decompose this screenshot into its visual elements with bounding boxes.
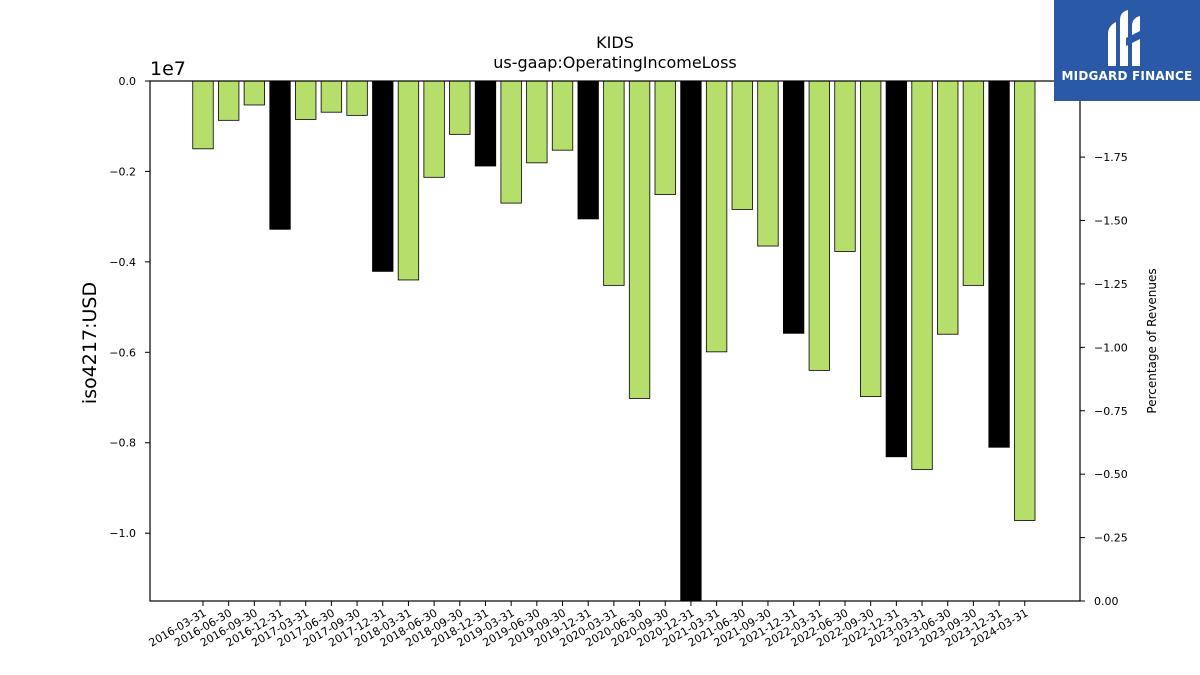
bar-2021-09-30 <box>757 80 779 247</box>
bar-2020-12-31 <box>680 80 702 602</box>
bar-2022-12-31 <box>885 80 908 458</box>
y-tick-label: −0.2 <box>109 165 136 178</box>
bar-2022-09-30 <box>860 80 882 398</box>
chart-subtitle: us-gaap:OperatingIncomeLoss <box>493 53 737 72</box>
bar-2017-06-30 <box>320 80 343 113</box>
y2-tick-label: −0.50 <box>1094 468 1128 481</box>
logo-mark-icon <box>1108 10 1146 66</box>
plot-frame <box>149 80 1081 602</box>
chart-title: KIDS <box>596 33 634 52</box>
y-axis-label: iso4217:USD <box>79 282 101 404</box>
midgard-finance-logo: MIDGARD FINANCE <box>1054 0 1200 101</box>
bar-2020-06-30 <box>628 80 651 399</box>
y2-tick-label: −0.25 <box>1094 532 1128 545</box>
bar-2019-03-31 <box>500 80 522 204</box>
bar-2018-09-30 <box>449 80 471 135</box>
y2-tick-label: −1.00 <box>1094 341 1128 354</box>
logo-brand-text: MIDGARD FINANCE <box>1061 69 1193 83</box>
bar-2019-09-30 <box>551 80 574 151</box>
bar-2020-03-31 <box>603 80 625 286</box>
bar-2024-03-31 <box>1014 80 1036 521</box>
bar-2022-03-31 <box>808 80 830 371</box>
bar-2016-09-30 <box>243 80 266 106</box>
bar-2018-06-30 <box>423 80 445 178</box>
y2-tick-label: 0.00 <box>1094 595 1119 608</box>
bar-2023-03-31 <box>911 80 933 470</box>
y2-axis-ticks: 0.00 −0.25 −0.50 −0.75 −1.00 −1.25 −1.50 −1.75 <box>1080 151 1128 608</box>
bar-2016-03-31 <box>192 80 214 150</box>
bar-2023-09-30 <box>962 80 985 286</box>
y2-axis-label: Percentage of Revenues <box>1145 268 1159 413</box>
bar-2021-12-31 <box>782 80 805 334</box>
bar-2016-06-30 <box>218 80 240 121</box>
bar-2021-06-30 <box>731 80 753 210</box>
y-axis-ticks: 0.0 −0.2 −0.4 −0.6 −0.8 −1.0 <box>109 75 150 540</box>
bar-2021-03-31 <box>705 80 728 353</box>
y2-tick-label: −1.75 <box>1094 151 1128 164</box>
bar-2017-12-31 <box>372 80 394 272</box>
bar-2023-12-31 <box>988 80 1010 448</box>
bar-2022-06-30 <box>834 80 856 252</box>
y-axis-offset: 1e7 <box>150 58 186 80</box>
bar-2020-09-30 <box>654 80 676 195</box>
bar-2019-12-31 <box>577 80 599 220</box>
bar-2017-03-31 <box>295 80 317 120</box>
y-tick-label: −0.6 <box>109 346 136 359</box>
x-axis-ticks: 2016-03-312016-06-302016-09-302016-12-31… <box>147 601 1030 650</box>
y2-tick-label: −0.75 <box>1094 405 1128 418</box>
bar-2018-03-31 <box>397 80 420 281</box>
y2-tick-label: −1.25 <box>1094 278 1128 291</box>
y-tick-label: −1.0 <box>109 527 136 540</box>
bar-2018-12-31 <box>474 80 497 167</box>
y-tick-label: 0.0 <box>119 75 137 88</box>
bars <box>192 80 1036 602</box>
y2-tick-label: −1.50 <box>1094 215 1128 228</box>
y-tick-label: −0.8 <box>109 437 136 450</box>
y-tick-label: −0.4 <box>109 256 136 269</box>
bar-2019-06-30 <box>526 80 548 164</box>
bar-2023-06-30 <box>937 80 959 335</box>
bar-2017-09-30 <box>346 80 368 116</box>
bar-2016-12-31 <box>269 80 291 230</box>
